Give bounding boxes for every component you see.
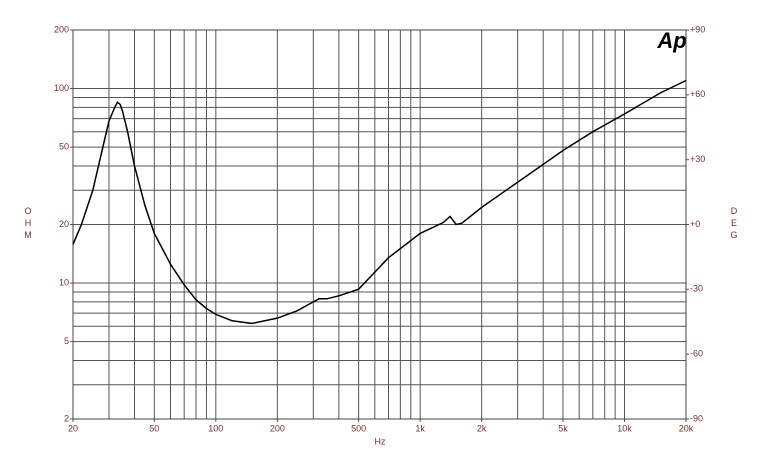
x-tick-label: 10k — [617, 423, 632, 433]
y-tick-label: 2 — [64, 413, 69, 423]
x-tick-label: 200 — [270, 423, 285, 433]
logo: Ap — [656, 28, 686, 53]
y-tick-label: 100 — [54, 83, 69, 93]
plot-frame — [72, 29, 687, 420]
y2-tick-label: +0 — [690, 219, 700, 229]
y-tick-label: 200 — [54, 24, 69, 34]
x-tick-label: 2k — [477, 423, 487, 433]
y2-tick-label: -90 — [690, 413, 703, 423]
x-tick-label: 500 — [351, 423, 366, 433]
y2-tick-label: +60 — [690, 89, 705, 99]
y2-tick-label: +30 — [690, 154, 705, 164]
y-tick-label: 10 — [59, 277, 69, 287]
x-tick-label: 100 — [208, 423, 223, 433]
x-tick-label: 20k — [679, 423, 694, 433]
y-tick-label: 5 — [64, 336, 69, 346]
y2-tick-label: +90 — [690, 24, 705, 34]
y2-tick-label: -60 — [690, 349, 703, 359]
x-axis-label: Hz — [375, 436, 386, 446]
x-tick-label: 20 — [68, 423, 78, 433]
y-tick-label: 50 — [59, 141, 69, 151]
impedance-line — [72, 79, 687, 325]
x-tick-label: 50 — [149, 423, 159, 433]
x-tick-label: 5k — [558, 423, 568, 433]
y2-tick-label: -30 — [690, 284, 703, 294]
y-tick-label: 20 — [59, 219, 69, 229]
x-tick-label: 1k — [415, 423, 425, 433]
